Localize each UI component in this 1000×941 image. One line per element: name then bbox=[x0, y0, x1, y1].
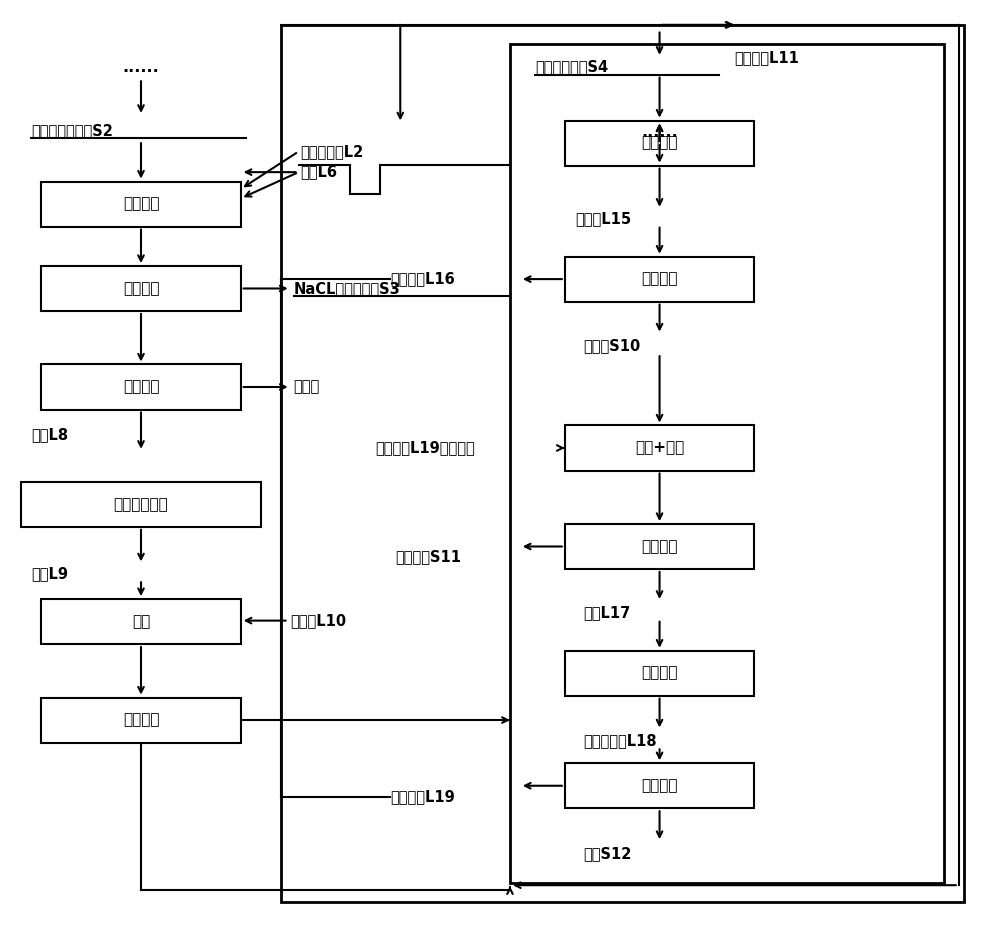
Text: 固液分离: 固液分离 bbox=[123, 712, 159, 727]
Text: 沉锂母液L11: 沉锂母液L11 bbox=[734, 50, 799, 65]
Text: 芒硝悬浮液L18: 芒硝悬浮液L18 bbox=[583, 733, 656, 748]
FancyBboxPatch shape bbox=[21, 482, 261, 527]
Text: NaCL混合盐滤饼S3: NaCL混合盐滤饼S3 bbox=[294, 281, 400, 296]
FancyBboxPatch shape bbox=[565, 650, 754, 695]
Text: 固液分离: 固液分离 bbox=[641, 539, 678, 554]
Text: 固液分离: 固液分离 bbox=[123, 281, 159, 296]
Text: 降温结晶: 降温结晶 bbox=[641, 665, 678, 680]
Text: 蒸发提浓: 蒸发提浓 bbox=[641, 136, 678, 151]
Text: 固液分离: 固液分离 bbox=[641, 272, 678, 287]
Text: 溶液L9: 溶液L9 bbox=[31, 566, 68, 582]
Text: 精密过滤: 精密过滤 bbox=[123, 379, 159, 394]
Text: 溶解+浆化: 溶解+浆化 bbox=[635, 440, 684, 455]
Text: 悬浮液L15: 悬浮液L15 bbox=[575, 212, 631, 227]
Text: ......: ...... bbox=[123, 59, 159, 74]
Text: 溶液L8: 溶液L8 bbox=[31, 427, 68, 442]
FancyBboxPatch shape bbox=[565, 120, 754, 166]
Text: 二级硫酸锂精料S2: 二级硫酸锂精料S2 bbox=[31, 123, 113, 138]
Text: 芒硝S12: 芒硝S12 bbox=[583, 846, 631, 861]
Text: 硫酸钠溶液L2: 硫酸钠溶液L2 bbox=[301, 144, 364, 159]
FancyBboxPatch shape bbox=[41, 599, 241, 644]
Text: 混合盐S10: 混合盐S10 bbox=[583, 338, 640, 353]
FancyBboxPatch shape bbox=[41, 364, 241, 409]
FancyBboxPatch shape bbox=[41, 266, 241, 311]
Text: 粗碳酸锂S11: 粗碳酸锂S11 bbox=[395, 550, 461, 565]
Text: 溶液L17: 溶液L17 bbox=[583, 606, 630, 621]
Text: 芒硝母液L19或工艺水: 芒硝母液L19或工艺水 bbox=[375, 440, 475, 455]
Text: 母液L6: 母液L6 bbox=[301, 165, 338, 180]
FancyBboxPatch shape bbox=[565, 257, 754, 302]
Text: 离子交换除硼: 离子交换除硼 bbox=[114, 497, 168, 512]
Text: 固液分离: 固液分离 bbox=[641, 778, 678, 793]
Text: 沉锂: 沉锂 bbox=[132, 614, 150, 629]
FancyBboxPatch shape bbox=[565, 524, 754, 569]
FancyBboxPatch shape bbox=[565, 425, 754, 470]
FancyBboxPatch shape bbox=[565, 763, 754, 808]
Text: 芒硝母液L19: 芒硝母液L19 bbox=[390, 789, 455, 805]
FancyBboxPatch shape bbox=[41, 182, 241, 227]
FancyBboxPatch shape bbox=[41, 697, 241, 742]
Text: 溶解析盐: 溶解析盐 bbox=[123, 197, 159, 212]
Text: ......: ...... bbox=[641, 125, 678, 140]
Text: 杂质盐: 杂质盐 bbox=[294, 379, 320, 394]
Text: 浓缩母液L16: 浓缩母液L16 bbox=[390, 272, 455, 287]
Text: 粗碳酸锂精料S4: 粗碳酸锂精料S4 bbox=[535, 59, 608, 74]
Text: 苏打液L10: 苏打液L10 bbox=[291, 614, 347, 628]
